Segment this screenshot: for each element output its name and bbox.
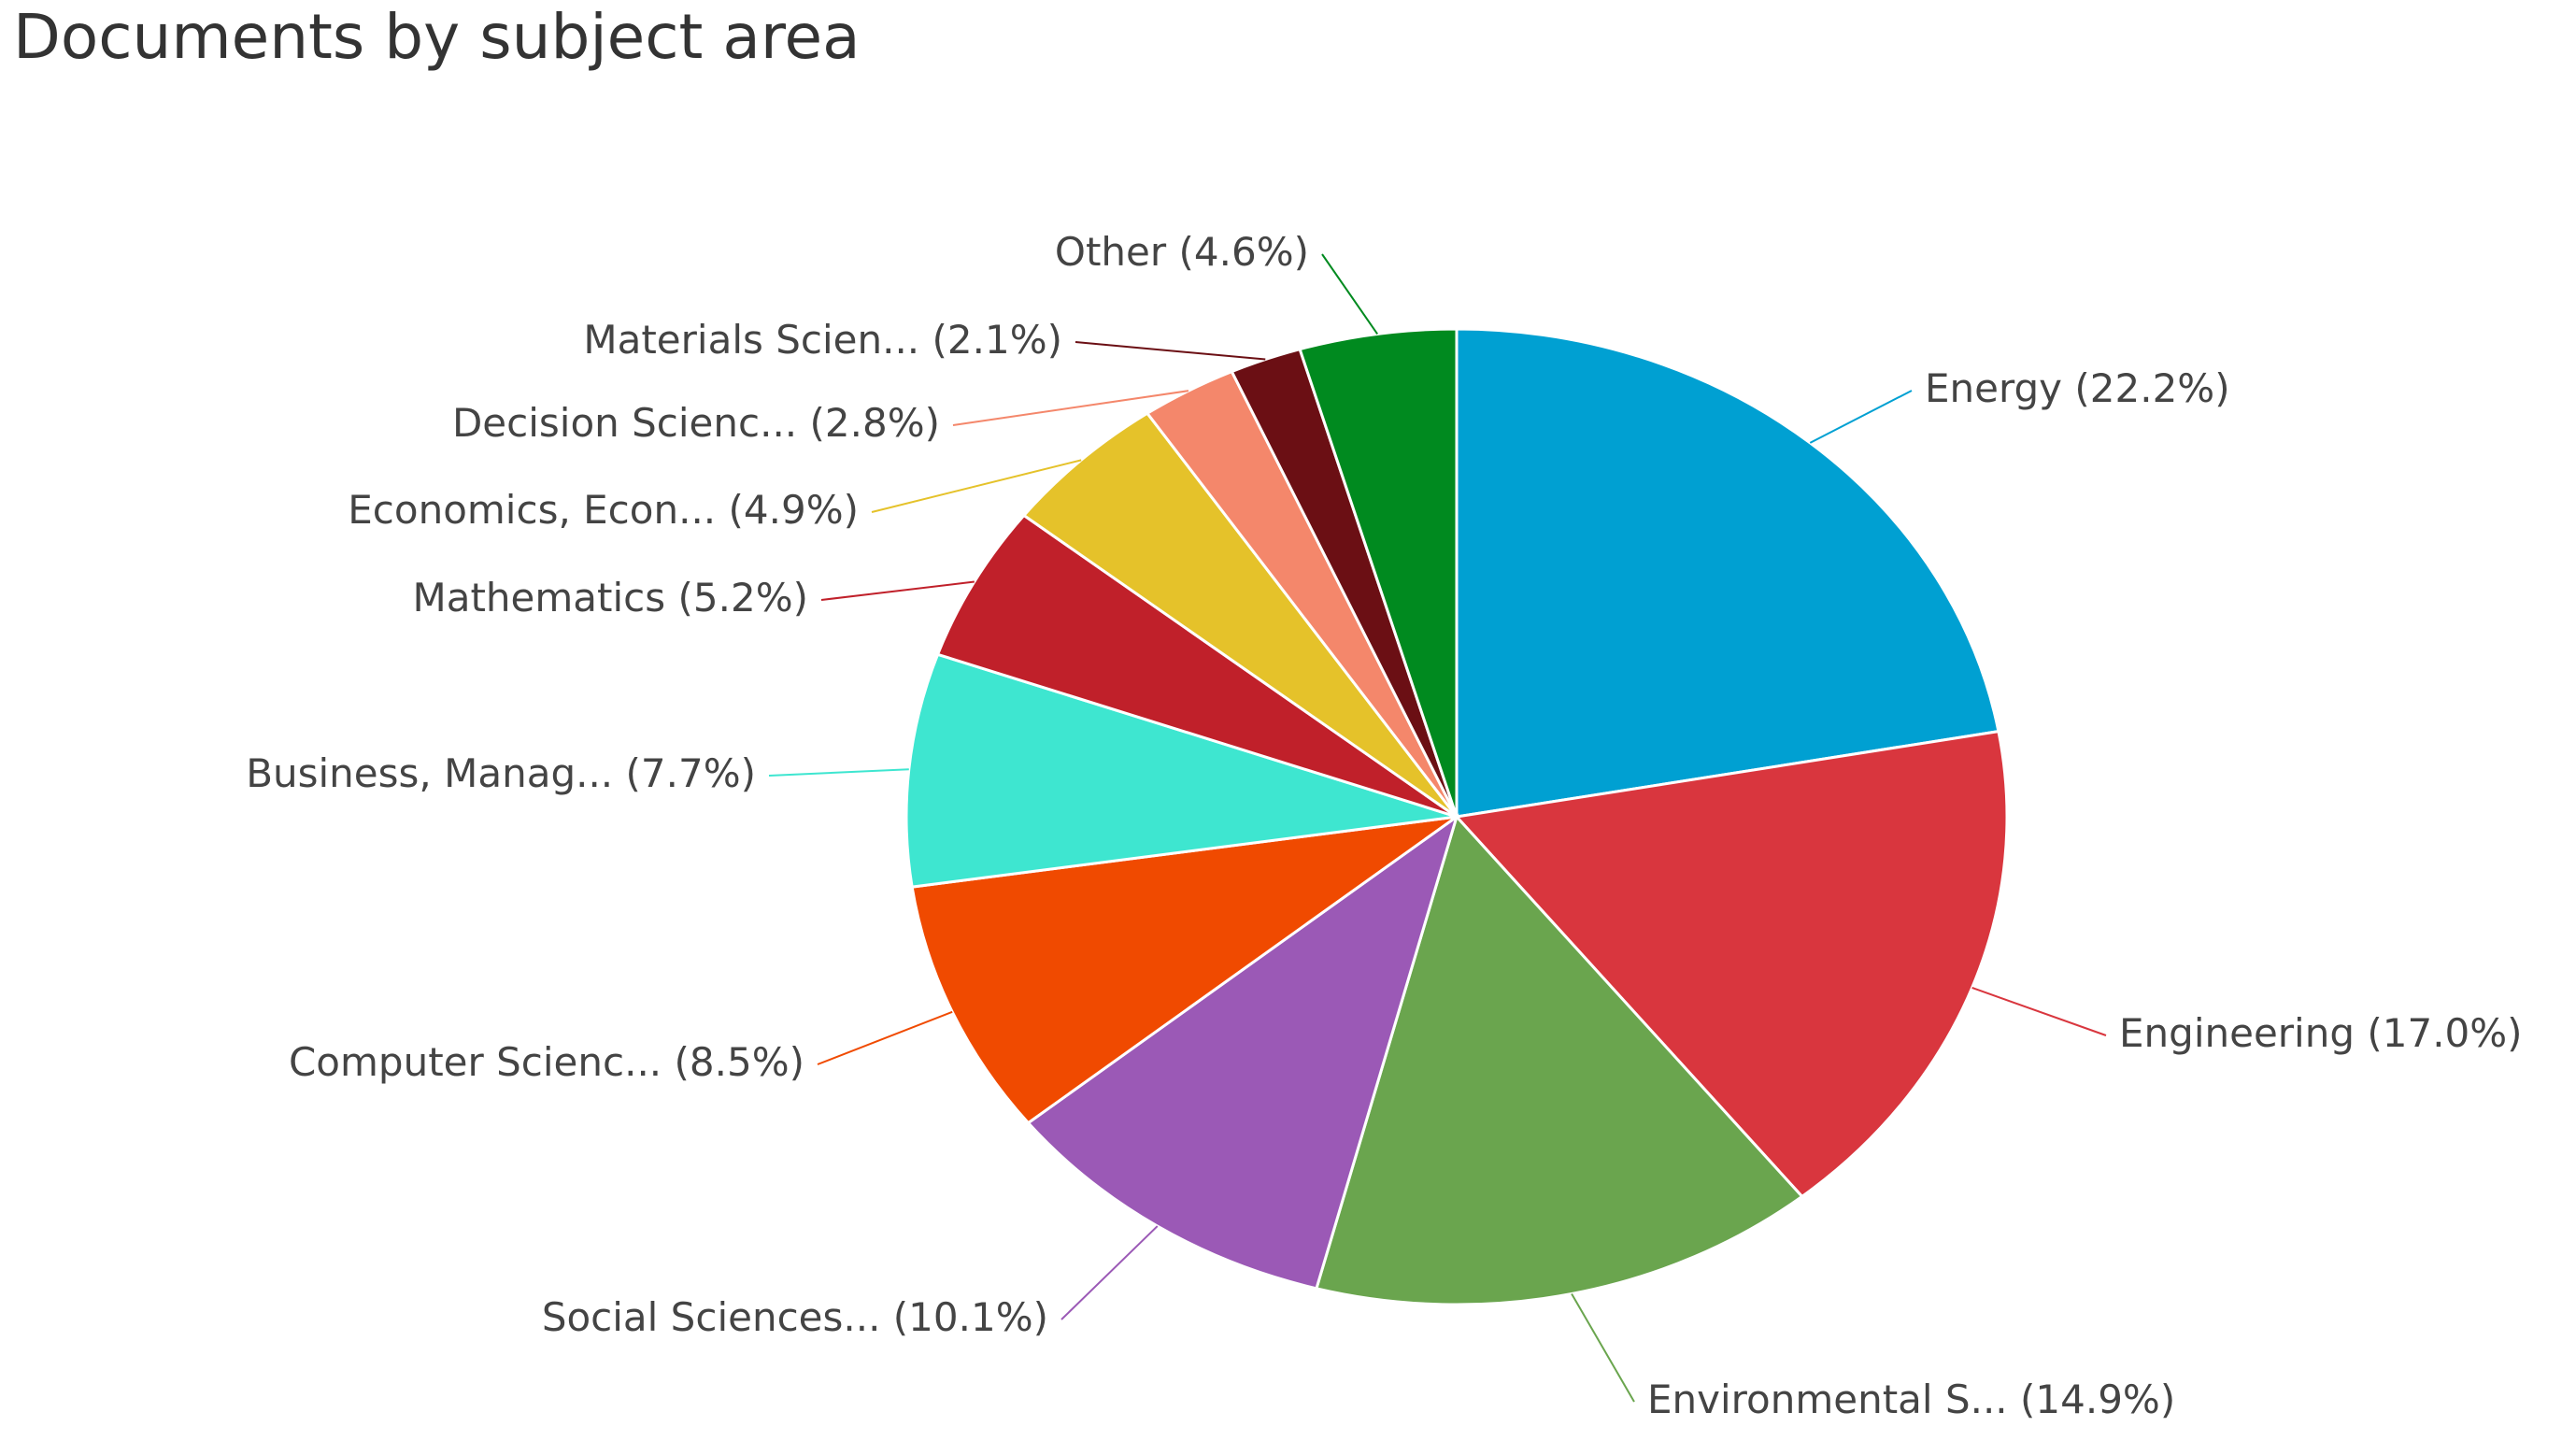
- leader-line: [768, 768, 909, 777]
- value-label: (2.8%): [810, 400, 940, 446]
- category-label: Business, Manag...: [246, 750, 613, 796]
- category-label: Energy: [1925, 365, 2062, 411]
- category-label: Economics, Econ...: [348, 487, 716, 533]
- value-label: (5.2%): [678, 575, 808, 621]
- value-label: (4.6%): [1179, 229, 1309, 275]
- category-label: Decision Scienc...: [452, 400, 797, 446]
- data-label: Environmental S... (14.9%): [1647, 1377, 2175, 1422]
- value-label: (17.0%): [2367, 1010, 2522, 1056]
- pie-slice: [1298, 327, 1459, 818]
- value-label: (2.1%): [932, 317, 1062, 363]
- data-label: Business, Manag... (7.7%): [246, 750, 756, 796]
- category-label: Social Sciences...: [542, 1294, 881, 1340]
- chart-title: Documents by subject area: [13, 1, 861, 73]
- value-label: (7.7%): [626, 750, 756, 796]
- data-label: Mathematics (5.2%): [412, 575, 808, 621]
- category-label: Engineering: [2119, 1010, 2355, 1056]
- pie-slice: [904, 652, 1458, 889]
- leader-line: [952, 390, 1189, 426]
- data-label: Other (4.6%): [1055, 229, 1309, 275]
- leader-line: [1075, 341, 1266, 361]
- leader-line: [1060, 1225, 1159, 1320]
- data-label: Energy (22.2%): [1925, 365, 2230, 411]
- leader-line: [1971, 987, 2107, 1036]
- category-label: Computer Scienc...: [289, 1039, 662, 1085]
- leader-line: [1809, 390, 1913, 444]
- data-label: Decision Scienc... (2.8%): [452, 400, 940, 446]
- leader-line: [871, 459, 1082, 513]
- value-label: (22.2%): [2074, 365, 2229, 411]
- category-label: Environmental S...: [1647, 1377, 2008, 1422]
- leader-line: [817, 1010, 953, 1065]
- pie-slice: [1455, 327, 2000, 819]
- pie-slice: [1315, 814, 1804, 1306]
- value-label: (4.9%): [729, 487, 859, 533]
- data-label: Economics, Econ... (4.9%): [348, 487, 859, 533]
- pie-slice: [910, 815, 1458, 1125]
- leader-line: [1321, 253, 1378, 335]
- category-label: Other: [1055, 229, 1167, 275]
- pie-slice: [1021, 411, 1459, 819]
- leader-line: [1571, 1292, 1635, 1403]
- data-label: Materials Scien... (2.1%): [583, 317, 1062, 363]
- pie-slice: [1026, 813, 1459, 1291]
- pie-slice: [935, 513, 1458, 819]
- data-label: Engineering (17.0%): [2119, 1010, 2523, 1056]
- data-label: Social Sciences... (10.1%): [542, 1294, 1048, 1340]
- category-label: Mathematics: [412, 575, 665, 621]
- category-label: Materials Scien...: [583, 317, 919, 363]
- value-label: (10.1%): [893, 1294, 1048, 1340]
- value-label: (8.5%): [675, 1039, 804, 1085]
- data-label: Computer Scienc... (8.5%): [289, 1039, 804, 1085]
- value-label: (14.9%): [2020, 1377, 2175, 1422]
- leader-line: [820, 580, 975, 601]
